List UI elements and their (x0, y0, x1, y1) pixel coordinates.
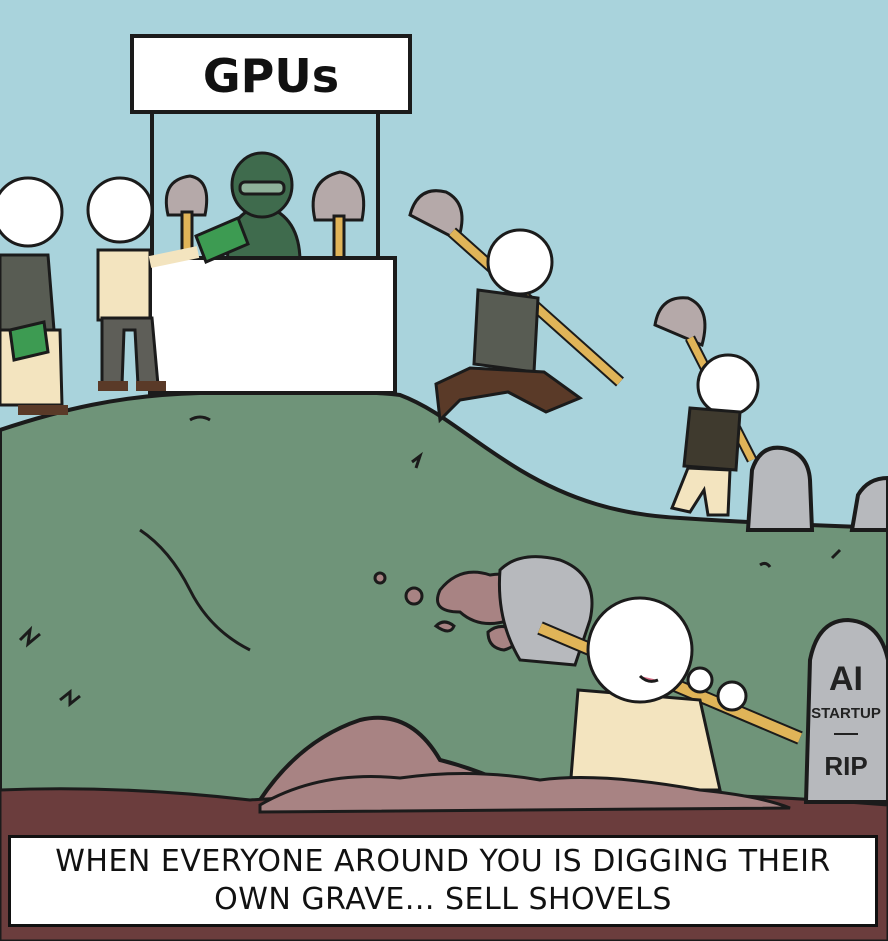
shovel-vendor (226, 151, 302, 264)
stand-sign (130, 34, 412, 114)
digging-person (497, 555, 803, 792)
dirt-mound-front (258, 771, 791, 814)
caption-line-1: WHEN EVERYONE AROUND YOU IS DIGGING THEI… (55, 844, 831, 879)
tombstone-line-1: AI (829, 660, 863, 698)
customer-in-line-2 (0, 176, 68, 415)
grass-tufts (18, 415, 842, 708)
walking-person-with-shovel-1 (408, 189, 624, 424)
tombstone-line-2: STARTUP (811, 705, 881, 722)
stand-counter (148, 256, 397, 395)
tombstone-back-1 (745, 445, 815, 532)
caption-box: WHEN EVERYONE AROUND YOU IS DIGGING THEI… (8, 835, 878, 927)
ai-startup-tombstone: AI STARTUP RIP (803, 617, 888, 804)
walking-person-with-shovel-2 (653, 296, 760, 517)
stand-sign-text: GPUs (203, 49, 339, 103)
tombstone-line-3: RIP (824, 751, 867, 781)
customer-in-line-1 (86, 176, 200, 391)
gpu-stand: GPUs (130, 34, 412, 395)
caption-line-2: OWN GRAVE... SELL SHOVELS (214, 882, 672, 917)
